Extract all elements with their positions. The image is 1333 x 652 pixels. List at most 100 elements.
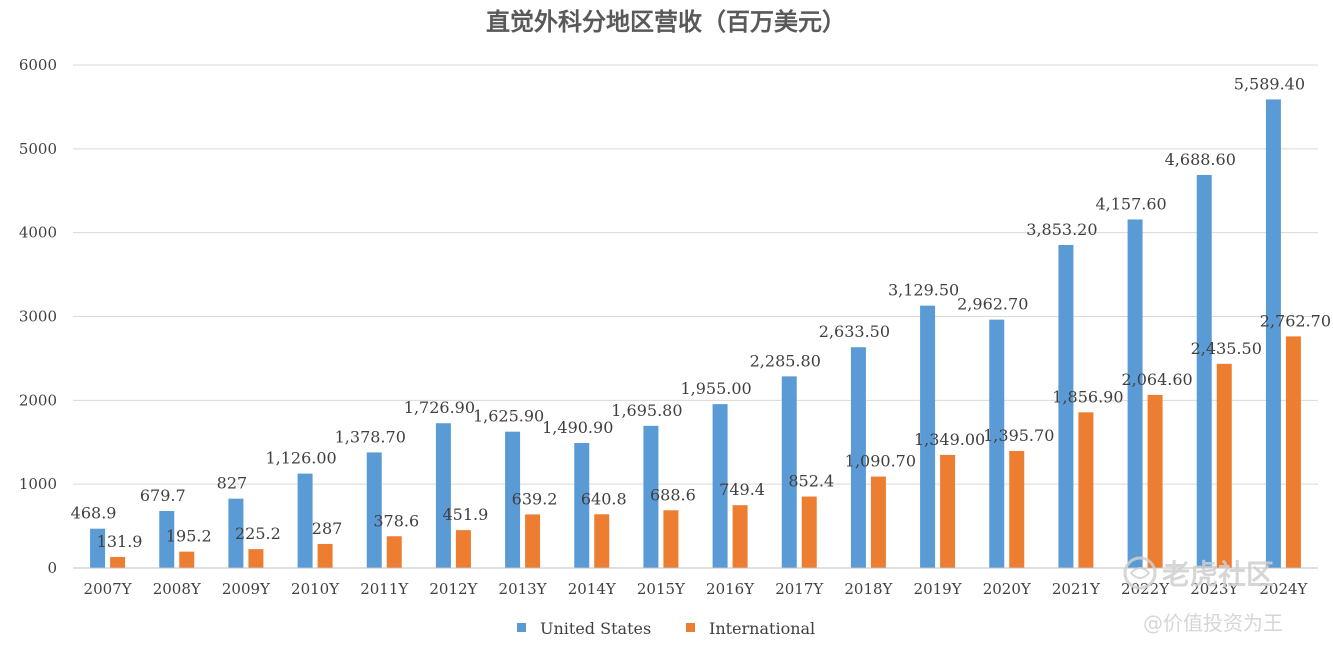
bar-international (663, 510, 679, 568)
x-tick-label: 2023Y (1190, 580, 1239, 598)
bar-international (594, 514, 610, 568)
bar-international (940, 454, 956, 568)
bar-united-states (643, 425, 659, 568)
legend-swatch-international (686, 623, 695, 632)
data-label-united-states: 2,962.70 (957, 295, 1028, 314)
legend-label-international: International (709, 619, 815, 638)
gridlines (73, 64, 1318, 485)
watermark-brand: 老虎社区 (1162, 558, 1274, 591)
bar-international (248, 549, 264, 568)
data-label-international: 1,090.70 (845, 452, 916, 471)
data-label-international: 131.9 (97, 532, 143, 551)
data-label-united-states: 1,726.90 (404, 398, 475, 417)
data-label-united-states: 679.7 (140, 486, 186, 505)
data-label-united-states: 2,633.50 (819, 322, 890, 341)
bar-international (1285, 336, 1301, 568)
data-labels: 468.9 131.9 679.7 195.2 827 225.2 1,126.00 287 1… (71, 74, 1331, 551)
bar-united-states (920, 305, 936, 568)
bar-international (1078, 412, 1094, 568)
bar-international (386, 536, 402, 568)
data-label-united-states: 468.9 (71, 504, 117, 523)
bar-international (179, 551, 195, 568)
data-label-international: 688.6 (650, 485, 696, 504)
bar-international (1216, 363, 1232, 568)
data-label-international: 2,435.50 (1191, 339, 1262, 358)
bar-international (1009, 450, 1025, 568)
bar-united-states (228, 498, 244, 568)
x-tick-label: 2014Y (568, 580, 617, 598)
data-label-international: 2,762.70 (1260, 311, 1331, 330)
data-label-united-states: 3,853.20 (1026, 220, 1097, 239)
bar-united-states (1127, 219, 1143, 568)
data-label-united-states: 1,695.80 (611, 401, 682, 420)
x-tick-label: 2008Y (153, 580, 202, 598)
x-tick-label: 2018Y (844, 580, 893, 598)
bar-united-states (989, 319, 1005, 568)
bar-international (870, 476, 886, 568)
x-tick-label: 2024Y (1259, 580, 1308, 598)
legend: United States International (517, 619, 815, 638)
legend-label-united-states: United States (540, 619, 651, 638)
data-label-international: 225.2 (235, 524, 281, 543)
legend-swatch-united-states (517, 623, 526, 632)
x-tick-label: 2015Y (637, 580, 686, 598)
bar-united-states (574, 443, 590, 568)
x-tick-label: 2016Y (706, 580, 755, 598)
bar-united-states (781, 376, 797, 568)
x-tick-label: 2007Y (84, 580, 133, 598)
bar-international (110, 556, 126, 568)
y-tick-label: 2000 (19, 391, 57, 409)
x-tick-label: 2021Y (1052, 580, 1101, 598)
data-label-international: 2,064.60 (1121, 370, 1192, 389)
data-label-international: 195.2 (166, 527, 212, 546)
x-tick-label: 2012Y (429, 580, 478, 598)
data-label-united-states: 4,688.60 (1165, 150, 1236, 169)
data-label-international: 1,856.90 (1052, 387, 1123, 406)
data-label-international: 378.6 (373, 511, 419, 530)
y-tick-label: 5000 (19, 140, 57, 158)
data-label-united-states: 3,129.50 (888, 281, 959, 300)
bar-united-states (850, 347, 866, 568)
data-label-united-states: 1,625.90 (473, 407, 544, 426)
watermark-author: @价值投资为王 (1143, 611, 1283, 635)
data-label-united-states: 1,126.00 (265, 449, 336, 468)
bar-international (317, 543, 333, 568)
x-tick-label: 2011Y (360, 580, 409, 598)
x-tick-label: 2013Y (499, 580, 548, 598)
y-tick-label: 3000 (19, 308, 57, 326)
tiger-logo-icon (1123, 556, 1157, 590)
y-tick-label: 4000 (19, 224, 57, 242)
bar-international (1147, 394, 1163, 568)
bar-united-states (435, 423, 451, 568)
data-label-international: 451.9 (443, 505, 489, 524)
bar-united-states (366, 452, 382, 568)
x-tick-label: 2017Y (775, 580, 824, 598)
data-label-international: 287 (312, 519, 343, 538)
bar-international (732, 505, 748, 568)
chart-title: 直觉外科分地区营收（百万美元） (486, 7, 846, 36)
bar-united-states (1058, 244, 1074, 569)
bar-international (801, 496, 817, 568)
data-label-united-states: 1,378.70 (335, 427, 406, 446)
data-label-united-states: 827 (217, 474, 248, 493)
data-label-united-states: 2,285.80 (750, 351, 821, 370)
data-label-international: 639.2 (512, 489, 558, 508)
bar-united-states (1265, 99, 1281, 568)
bar-united-states (159, 511, 175, 568)
y-tick-label: 0 (47, 559, 57, 577)
x-tick-label: 2010Y (291, 580, 340, 598)
data-label-international: 1,349.00 (914, 430, 985, 449)
data-label-united-states: 5,589.40 (1234, 74, 1305, 93)
data-label-united-states: 1,490.90 (542, 418, 613, 437)
data-label-international: 749.4 (719, 480, 765, 499)
data-label-united-states: 4,157.60 (1095, 194, 1166, 213)
data-label-international: 852.4 (788, 472, 834, 491)
bar-united-states (1196, 174, 1212, 568)
watermark: 老虎社区 @价值投资为王 (1123, 556, 1283, 635)
bar-united-states (505, 431, 521, 568)
bars (90, 99, 1301, 569)
data-label-international: 1,395.70 (983, 426, 1054, 445)
data-label-united-states: 1,955.00 (680, 379, 751, 398)
x-tick-label: 2022Y (1121, 580, 1170, 598)
